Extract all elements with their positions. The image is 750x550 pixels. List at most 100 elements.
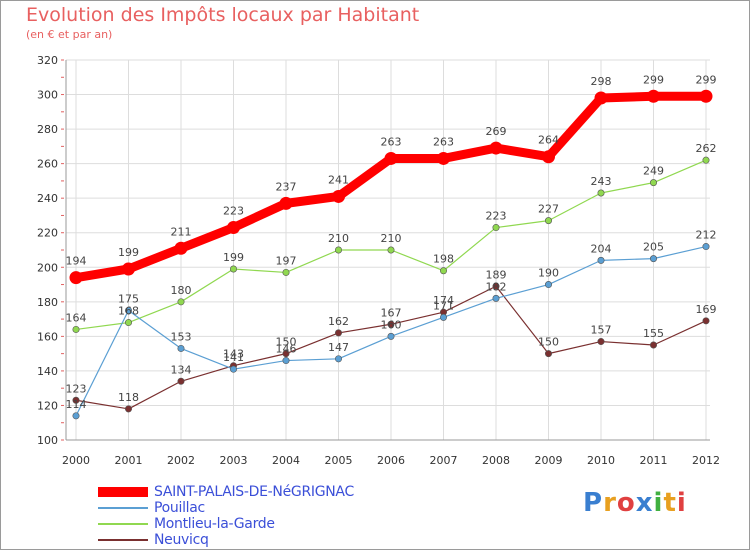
data-point <box>72 325 80 333</box>
y-tick-label: 240 <box>37 192 58 205</box>
x-tick-label: 2008 <box>482 454 510 467</box>
y-tick-label: 260 <box>37 158 58 171</box>
data-label: 223 <box>486 210 507 223</box>
data-label: 155 <box>643 327 664 340</box>
legend-label: SAINT-PALAIS-DE-NéGRIGNAC <box>154 484 354 500</box>
data-point <box>542 150 555 164</box>
logo-letter: x <box>635 488 654 518</box>
data-label: 194 <box>66 255 87 268</box>
data-label: 169 <box>696 303 717 316</box>
legend-swatch <box>98 523 148 525</box>
data-label: 263 <box>381 135 402 148</box>
data-label: 227 <box>538 203 559 216</box>
data-point <box>649 341 657 349</box>
data-label: 243 <box>591 175 612 188</box>
data-label: 162 <box>328 315 349 328</box>
data-label: 223 <box>223 205 244 218</box>
x-tick-label: 2010 <box>587 454 615 467</box>
data-point <box>597 338 605 346</box>
data-point <box>702 243 710 251</box>
legend-label: Montlieu-la-Garde <box>154 516 275 532</box>
data-label: 167 <box>381 306 402 319</box>
data-point <box>230 265 238 273</box>
data-point <box>597 189 605 197</box>
data-point <box>439 313 447 321</box>
data-point <box>387 332 395 340</box>
data-point <box>492 282 500 290</box>
data-point <box>122 262 135 276</box>
data-point <box>227 221 240 235</box>
data-point <box>177 377 185 385</box>
data-label: 153 <box>171 330 192 343</box>
y-tick-label: 320 <box>37 54 58 67</box>
y-tick-label: 100 <box>37 434 58 447</box>
data-label: 146 <box>276 343 297 356</box>
data-label: 171 <box>433 299 454 312</box>
data-label: 143 <box>223 348 244 361</box>
x-tick-label: 2005 <box>325 454 353 467</box>
y-tick-label: 140 <box>37 365 58 378</box>
y-tick-label: 200 <box>37 261 58 274</box>
data-label: 249 <box>643 165 664 178</box>
data-point <box>177 298 185 306</box>
legend-label: Neuvicq <box>154 532 209 548</box>
data-label: 199 <box>118 246 139 259</box>
data-label: 168 <box>118 305 139 318</box>
data-point <box>489 141 503 155</box>
data-label: 262 <box>696 142 717 155</box>
data-label: 134 <box>171 363 192 376</box>
data-label: 160 <box>381 318 402 331</box>
data-point <box>384 151 398 165</box>
data-label: 174 <box>433 294 454 307</box>
y-tick-label: 120 <box>37 399 58 412</box>
chart-subtitle: (en € et par an) <box>26 28 113 41</box>
data-label: 175 <box>118 292 139 305</box>
data-point <box>174 241 188 255</box>
data-point <box>69 271 83 285</box>
data-point <box>649 179 657 187</box>
legend-label: Pouillac <box>154 500 205 516</box>
data-label: 150 <box>538 336 559 349</box>
legend-swatch <box>98 539 148 541</box>
data-point <box>334 246 342 254</box>
data-point <box>282 357 290 365</box>
legend-swatch <box>98 487 148 497</box>
y-tick-label: 280 <box>37 123 58 136</box>
data-point <box>702 317 710 325</box>
data-label: 198 <box>433 253 454 266</box>
data-point <box>544 350 552 358</box>
data-point <box>647 89 660 103</box>
data-point <box>230 365 238 373</box>
proxiti-logo: Proxiti <box>583 488 687 518</box>
data-point <box>72 396 80 404</box>
logo-letter: P <box>583 488 604 518</box>
logo-letter: r <box>603 488 617 518</box>
chart-title: Evolution des Impôts locaux par Habitant <box>26 4 420 26</box>
data-label: 180 <box>171 284 192 297</box>
data-point <box>125 405 133 413</box>
logo-letter: o <box>616 488 636 518</box>
data-point <box>332 189 345 203</box>
logo-letter: i <box>676 488 687 518</box>
x-tick-label: 2002 <box>167 454 195 467</box>
x-tick-label: 2004 <box>272 454 300 467</box>
data-point <box>282 268 290 276</box>
data-label: 150 <box>276 336 297 349</box>
data-point <box>439 267 447 275</box>
data-label: 211 <box>171 225 192 238</box>
y-tick-label: 180 <box>37 296 58 309</box>
data-label: 197 <box>276 254 297 267</box>
x-tick-label: 2003 <box>220 454 248 467</box>
y-tick-label: 220 <box>37 227 58 240</box>
data-label: 241 <box>328 173 349 186</box>
data-label: 299 <box>696 73 717 86</box>
data-label: 205 <box>643 241 664 254</box>
data-point <box>544 281 552 289</box>
data-label: 114 <box>66 398 87 411</box>
data-label: 269 <box>486 125 507 138</box>
data-label: 189 <box>486 268 507 281</box>
x-tick-label: 2012 <box>692 454 720 467</box>
data-label: 118 <box>118 391 139 404</box>
data-point <box>334 355 342 363</box>
